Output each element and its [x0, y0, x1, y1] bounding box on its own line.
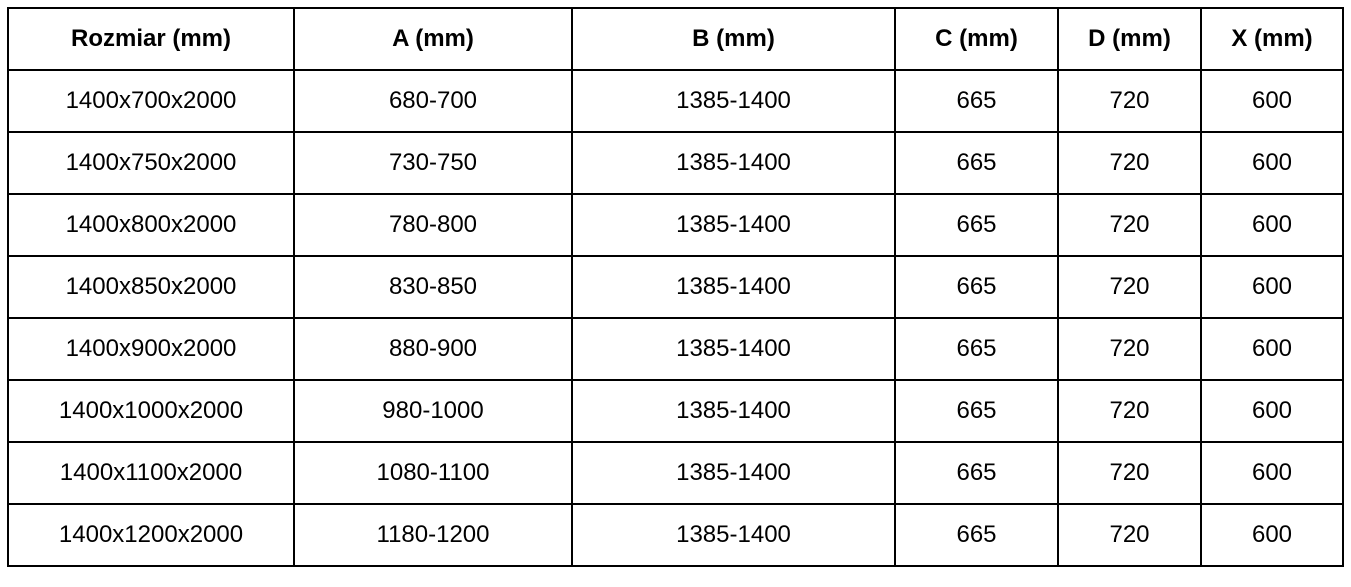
cell-a: 680-700 — [293, 69, 573, 133]
cell-size: 1400x750x2000 — [7, 131, 295, 195]
table-body: 1400x700x2000 680-700 1385-1400 665 720 600 14… — [7, 69, 1344, 567]
cell-b: 1385-1400 — [571, 131, 896, 195]
cell-b: 1385-1400 — [571, 441, 896, 505]
cell-a: 1180-1200 — [293, 503, 573, 567]
cell-c: 665 — [894, 131, 1059, 195]
cell-b: 1385-1400 — [571, 193, 896, 257]
cell-d: 720 — [1057, 379, 1202, 443]
header-a: A (mm) — [293, 7, 573, 71]
cell-b: 1385-1400 — [571, 255, 896, 319]
cell-c: 665 — [894, 193, 1059, 257]
cell-x: 600 — [1200, 255, 1344, 319]
cell-a: 980-1000 — [293, 379, 573, 443]
cell-size: 1400x800x2000 — [7, 193, 295, 257]
cell-x: 600 — [1200, 503, 1344, 567]
cell-x: 600 — [1200, 379, 1344, 443]
cell-size: 1400x1000x2000 — [7, 379, 295, 443]
cell-a: 830-850 — [293, 255, 573, 319]
cell-c: 665 — [894, 317, 1059, 381]
cell-size: 1400x900x2000 — [7, 317, 295, 381]
header-row: Rozmiar (mm) A (mm) B (mm) C (mm) D (mm)… — [7, 7, 1344, 71]
cell-b: 1385-1400 — [571, 503, 896, 567]
cell-x: 600 — [1200, 69, 1344, 133]
cell-x: 600 — [1200, 131, 1344, 195]
table-row: 1400x700x2000 680-700 1385-1400 665 720 600 — [7, 69, 1344, 133]
table-row: 1400x800x2000 780-800 1385-1400 665 720 600 — [7, 193, 1344, 257]
cell-b: 1385-1400 — [571, 379, 896, 443]
cell-size: 1400x1200x2000 — [7, 503, 295, 567]
cell-d: 720 — [1057, 255, 1202, 319]
cell-b: 1385-1400 — [571, 69, 896, 133]
dimensions-table: Rozmiar (mm) A (mm) B (mm) C (mm) D (mm)… — [7, 7, 1344, 567]
table-row: 1400x750x2000 730-750 1385-1400 665 720 600 — [7, 131, 1344, 195]
table-row: 1400x1200x2000 1180-1200 1385-1400 665 720 60… — [7, 503, 1344, 567]
cell-d: 720 — [1057, 193, 1202, 257]
cell-x: 600 — [1200, 193, 1344, 257]
cell-d: 720 — [1057, 69, 1202, 133]
header-b: B (mm) — [571, 7, 896, 71]
cell-d: 720 — [1057, 503, 1202, 567]
header-d: D (mm) — [1057, 7, 1202, 71]
table-row: 1400x900x2000 880-900 1385-1400 665 720 600 — [7, 317, 1344, 381]
table-row: 1400x850x2000 830-850 1385-1400 665 720 600 — [7, 255, 1344, 319]
cell-x: 600 — [1200, 441, 1344, 505]
cell-d: 720 — [1057, 441, 1202, 505]
cell-b: 1385-1400 — [571, 317, 896, 381]
cell-c: 665 — [894, 255, 1059, 319]
header-size: Rozmiar (mm) — [7, 7, 295, 71]
cell-a: 730-750 — [293, 131, 573, 195]
cell-c: 665 — [894, 69, 1059, 133]
cell-c: 665 — [894, 379, 1059, 443]
cell-size: 1400x700x2000 — [7, 69, 295, 133]
cell-d: 720 — [1057, 317, 1202, 381]
header-x: X (mm) — [1200, 7, 1344, 71]
cell-c: 665 — [894, 503, 1059, 567]
cell-x: 600 — [1200, 317, 1344, 381]
cell-a: 880-900 — [293, 317, 573, 381]
cell-d: 720 — [1057, 131, 1202, 195]
cell-a: 1080-1100 — [293, 441, 573, 505]
cell-a: 780-800 — [293, 193, 573, 257]
cell-size: 1400x850x2000 — [7, 255, 295, 319]
header-c: C (mm) — [894, 7, 1059, 71]
cell-size: 1400x1100x2000 — [7, 441, 295, 505]
table-row: 1400x1100x2000 1080-1100 1385-1400 665 720 60… — [7, 441, 1344, 505]
cell-c: 665 — [894, 441, 1059, 505]
table-row: 1400x1000x2000 980-1000 1385-1400 665 720 600 — [7, 379, 1344, 443]
